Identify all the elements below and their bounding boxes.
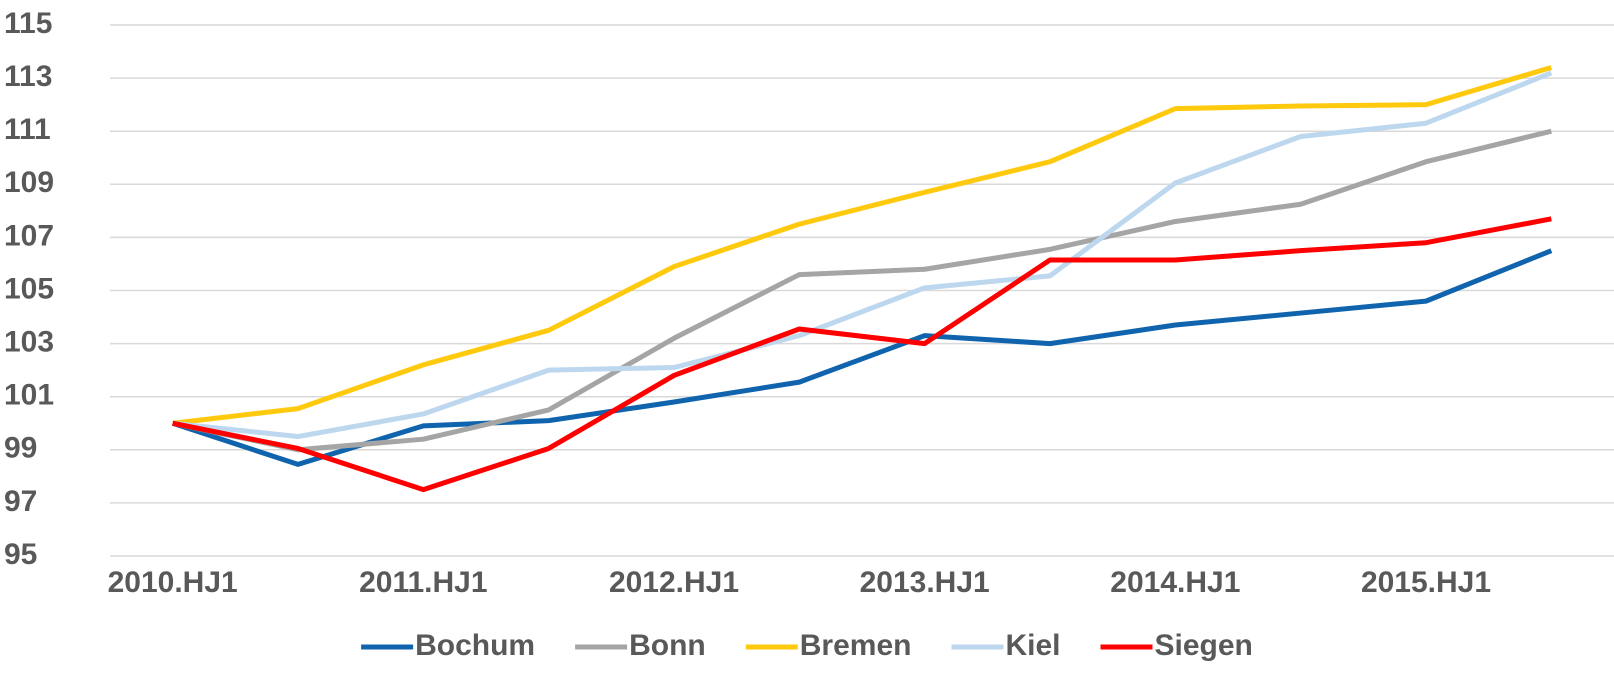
series-line (171, 248, 1553, 467)
x-tick-label: 2014.HJ1 (1110, 566, 1240, 599)
x-tick-label: 2013.HJ1 (860, 566, 990, 599)
x-tick-label: 2015.HJ1 (1361, 566, 1491, 599)
x-tick-label: 2012.HJ1 (609, 566, 739, 599)
legend-label: Siegen (1155, 629, 1253, 662)
y-tick-label: 99 (4, 432, 37, 465)
x-tick-label: 2011.HJ1 (359, 566, 487, 599)
y-tick-label: 109 (4, 166, 54, 199)
series-line (172, 65, 1553, 426)
y-tick-label: 101 (4, 379, 54, 412)
y-tick-label: 107 (4, 219, 54, 252)
y-tick-label: 115 (4, 7, 52, 40)
legend-label: Bochum (415, 629, 535, 662)
legend-label: Bremen (800, 629, 912, 662)
legend-label: Kiel (1005, 629, 1060, 662)
x-tick-label: 2010.HJ1 (108, 566, 238, 599)
series-line (172, 128, 1552, 453)
y-tick-label: 113 (4, 60, 52, 93)
y-tick-label: 95 (4, 538, 37, 571)
y-tick-label: 97 (4, 485, 37, 518)
series-line (172, 216, 1552, 493)
y-tick-label: 103 (4, 326, 54, 359)
legend-label: Bonn (629, 629, 706, 662)
y-tick-label: 105 (4, 272, 54, 305)
series-line (172, 70, 1553, 440)
y-tick-label: 111 (4, 113, 51, 146)
